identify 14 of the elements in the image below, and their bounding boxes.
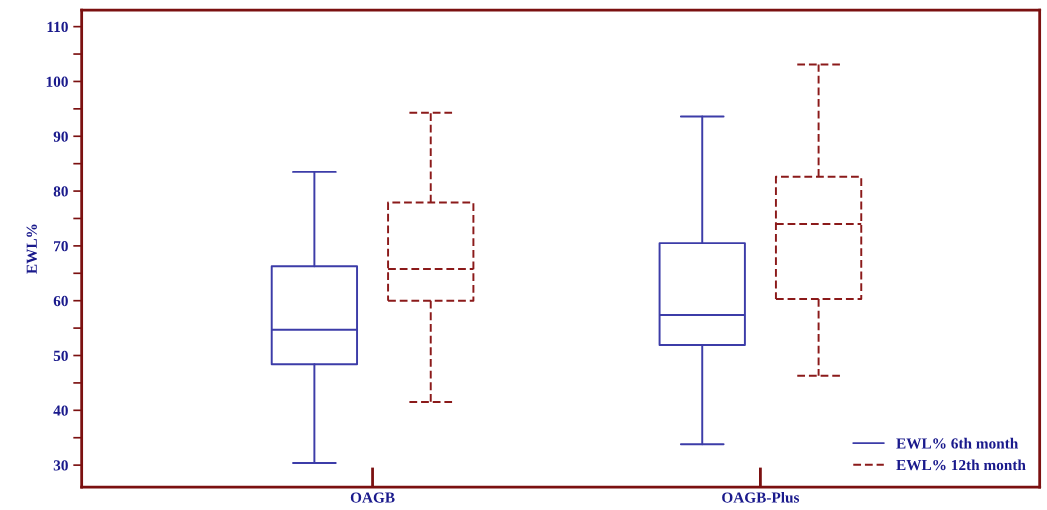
y-tick-label: 100 [46, 76, 68, 87]
y-tick-label: 70 [54, 241, 68, 252]
y-tick-label: 30 [53, 460, 68, 471]
y-tick-label: 80 [53, 186, 68, 197]
y-tick-label: 60 [53, 295, 68, 307]
x-tick-label: OAGB-Plus [722, 491, 800, 503]
y-tick-label: 40 [53, 405, 68, 416]
legend-label: EWL% 6th month [896, 437, 1019, 449]
y-tick-label: 50 [53, 350, 68, 361]
y-tick-label: 90 [53, 131, 68, 142]
legend-label: EWL% 12th month [896, 459, 1026, 471]
y-axis-title: EWL% [26, 224, 37, 274]
x-tick-label: OAGB [350, 492, 395, 503]
y-tick-label: 110 [47, 21, 68, 33]
